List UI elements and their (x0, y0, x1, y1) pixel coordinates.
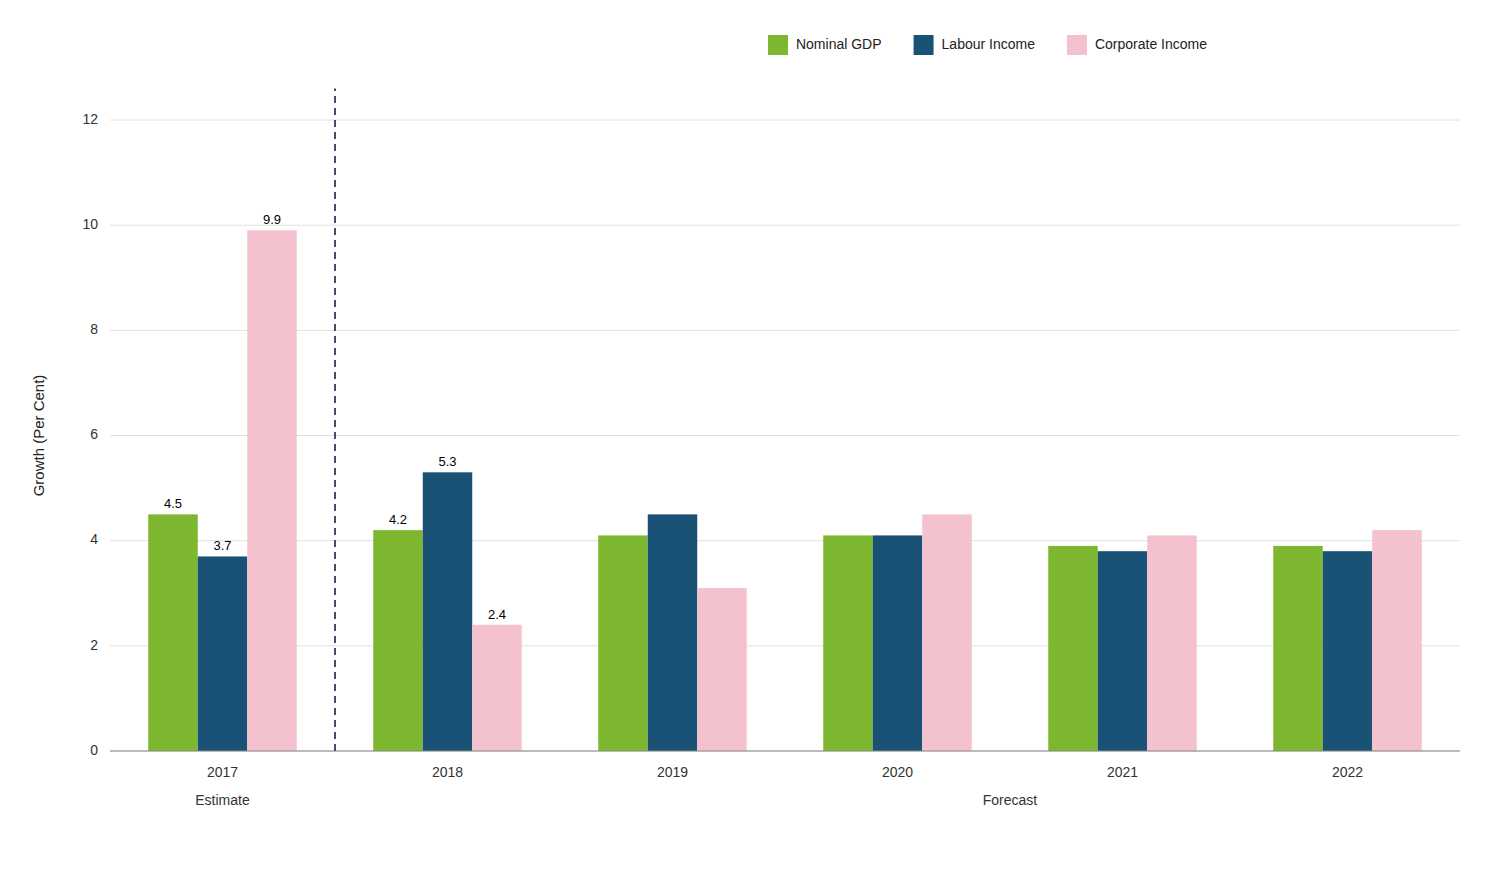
bar (1323, 551, 1373, 751)
y-tick-label: 4 (90, 531, 98, 547)
legend-label: Labour Income (942, 36, 1036, 52)
bar (598, 535, 648, 751)
legend-item: Corporate Income (1067, 35, 1207, 55)
chart: 0 2 4 6 8 10 12 Growth (Per Cent) 4.5 4.2 3.7 5.3 9.… (0, 0, 1500, 881)
bar (198, 556, 248, 751)
legend-item: Nominal GDP (768, 35, 882, 55)
y-tick-label: 6 (90, 426, 98, 442)
annotation: Forecast (983, 792, 1038, 808)
x-tick-label: 2018 (432, 764, 463, 780)
bar (1048, 546, 1098, 751)
y-tick-label: 12 (82, 111, 98, 127)
bar (423, 472, 473, 751)
grid (110, 120, 1460, 751)
bar (922, 514, 972, 751)
legend-swatch (768, 35, 788, 55)
bar (148, 514, 198, 751)
x-tick-label: 2021 (1107, 764, 1138, 780)
grid-line (110, 330, 1460, 331)
x-tick-label: 2017 (207, 764, 238, 780)
data-label: 3.7 (213, 538, 231, 553)
legend-label: Nominal GDP (796, 36, 882, 52)
data-label: 4.2 (389, 512, 407, 527)
legend-item: Labour Income (914, 35, 1036, 55)
bar (1273, 546, 1323, 751)
bar (247, 230, 297, 751)
bar (1147, 535, 1197, 751)
x-tick-label: 2020 (882, 764, 913, 780)
bar (472, 625, 522, 751)
bar (697, 588, 747, 751)
y-tick-label: 2 (90, 637, 98, 653)
bar (373, 530, 423, 751)
grid-line (110, 225, 1460, 226)
legend-swatch (1067, 35, 1087, 55)
annotation: Estimate (195, 792, 250, 808)
y-axis-label: Growth (Per Cent) (30, 375, 47, 497)
x-tick-label: 2022 (1332, 764, 1363, 780)
y-tick-label: 10 (82, 216, 98, 232)
data-label: 5.3 (438, 454, 456, 469)
grid-line (110, 435, 1460, 436)
legend: Nominal GDP Labour Income Corporate Income (768, 35, 1207, 55)
x-tick-label: 2019 (657, 764, 688, 780)
legend-label: Corporate Income (1095, 36, 1207, 52)
legend-swatch (914, 35, 934, 55)
grid-line (110, 540, 1460, 541)
data-label: 9.9 (263, 212, 281, 227)
grid-line (110, 645, 1460, 646)
data-label: 4.5 (164, 496, 182, 511)
grid-line (110, 120, 1460, 121)
x-axis (110, 751, 1460, 752)
y-tick-label: 0 (90, 742, 98, 758)
grid-line (110, 751, 1460, 752)
data-label: 2.4 (488, 607, 506, 622)
bars (148, 230, 1422, 751)
y-tick-label: 8 (90, 321, 98, 337)
bar (648, 514, 698, 751)
divider (334, 88, 336, 751)
bar (823, 535, 873, 751)
bar (1372, 530, 1422, 751)
bar (873, 535, 923, 751)
bar (1098, 551, 1148, 751)
